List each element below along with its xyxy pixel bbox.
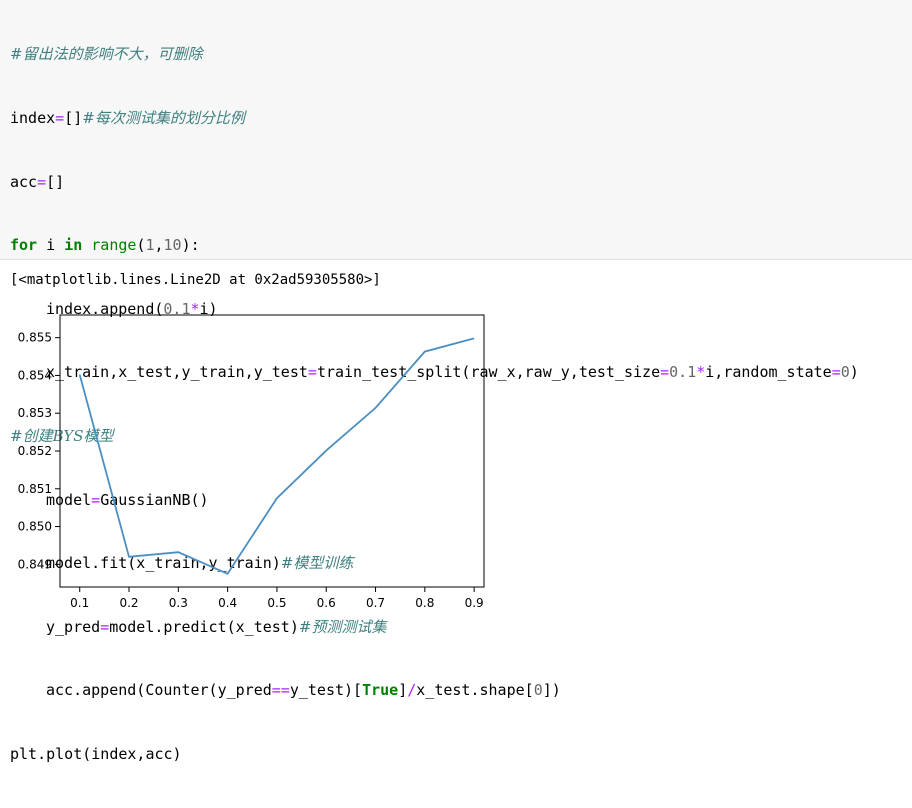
code-line: model.fit(x_train,y_train)#模型训练 xyxy=(46,554,354,573)
x-axis: 0.1 0.2 0.3 0.4 0.5 0.6 0.7 0.8 0.9 xyxy=(70,587,484,610)
y-tick-label: 0.851 xyxy=(18,482,52,496)
comment-text: #创建BYS模型 xyxy=(10,426,114,445)
x-tick-label: 0.7 xyxy=(366,596,385,610)
y-tick-label: 0.854 xyxy=(18,368,52,382)
code-line: index=[]#每次测试集的划分比例 xyxy=(10,109,245,127)
x-tick-label: 0.5 xyxy=(267,596,286,610)
code-line: for i in range(1,10): xyxy=(10,236,200,255)
code-text: index xyxy=(10,109,56,127)
code-line: plt.plot(index,acc) xyxy=(10,744,182,763)
comment-text: #留出法的影响不大，可删除 xyxy=(10,45,203,64)
y-tick-label: 0.852 xyxy=(18,444,52,458)
x-tick-label: 0.1 xyxy=(70,596,89,610)
y-axis: 0.849 0.850 0.851 0.852 0.853 0.854 0.855 xyxy=(18,331,60,571)
x-tick-label: 0.6 xyxy=(317,596,336,610)
x-tick-label: 0.4 xyxy=(218,596,237,610)
x-tick-label: 0.8 xyxy=(415,596,434,610)
code-cell[interactable]: #留出法的影响不大，可删除 index=[]#每次测试集的划分比例 acc=[]… xyxy=(0,0,912,763)
code-line: index.append(0.1*i) xyxy=(46,299,218,318)
code-line: acc=[] xyxy=(10,172,65,191)
plot-frame xyxy=(59,314,485,588)
code-line: model=GaussianNB() xyxy=(46,490,209,509)
code-line: acc.append(Counter(y_pred==y_test)[True]… xyxy=(46,681,561,700)
accuracy-line xyxy=(78,337,475,575)
y-tick-label: 0.849 xyxy=(18,557,52,571)
y-tick-label: 0.850 xyxy=(18,520,52,534)
y-tick-label: 0.855 xyxy=(18,331,52,345)
code-line: #留出法的影响不大，可删除 xyxy=(10,44,859,65)
x-tick-label: 0.9 xyxy=(465,596,484,610)
code-line: #创建BYS模型 xyxy=(10,426,859,447)
line-chart: 0.849 0.850 0.851 0.852 0.853 0.854 0.855 0.1 0… xyxy=(0,305,500,625)
x-tick-label: 0.3 xyxy=(169,596,188,610)
cell-output-text: [<matplotlib.lines.Line2D at 0x2ad593055… xyxy=(10,272,381,288)
y-tick-label: 0.853 xyxy=(18,406,52,420)
x-tick-label: 0.2 xyxy=(119,596,138,610)
comment-text: #每次测试集的划分比例 xyxy=(82,109,245,127)
